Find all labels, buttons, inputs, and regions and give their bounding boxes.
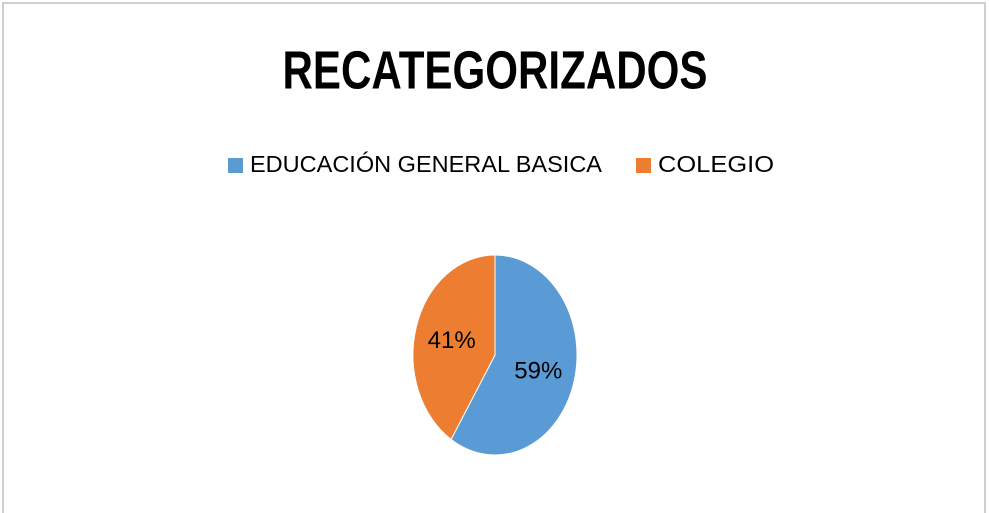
pie-slice (450, 254, 578, 456)
data-label: 59% (514, 358, 562, 385)
pie-slice (412, 254, 496, 441)
legend-label: EDUCACIÓN GENERAL BASICA (250, 151, 603, 177)
legend-swatch (228, 158, 243, 173)
chart-title: RECATEGORIZADOS (283, 40, 708, 100)
legend-label: COLEGIO (658, 151, 774, 177)
data-label: 41% (428, 327, 476, 354)
legend-swatch (636, 158, 651, 173)
